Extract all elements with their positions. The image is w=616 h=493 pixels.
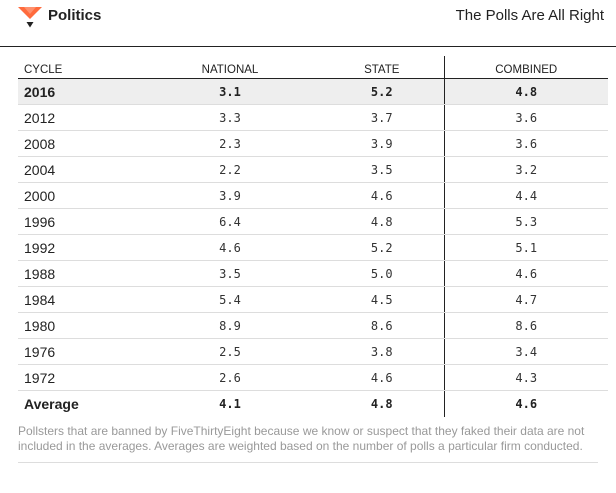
table-body: 2016 3.1 5.2 4.8 2012 3.3 3.7 3.6 2008 2.3 3.9 3.6 2… [18, 78, 608, 417]
cell-state: 4.6 [320, 182, 444, 209]
cell-state: 4.6 [320, 364, 444, 391]
cell-combined: 4.6 [443, 260, 608, 287]
section-label[interactable]: Politics [48, 7, 102, 24]
cell-cycle: 1980 [18, 312, 140, 339]
cell-national: 6.4 [140, 208, 320, 235]
cell-combined: 5.3 [443, 208, 608, 235]
cell-combined: 4.3 [443, 364, 608, 391]
cell-national: 3.9 [140, 182, 320, 209]
table-row: 2004 2.2 3.5 3.2 [18, 156, 608, 183]
page-title: The Polls Are All Right [455, 7, 604, 24]
cell-cycle: 2016 [18, 78, 140, 105]
fivethirtyeight-fox-icon[interactable] [18, 7, 42, 29]
cell-state: 4.8 [370, 397, 393, 411]
cell-combined: 5.1 [443, 234, 608, 261]
cell-cycle: 1984 [18, 286, 140, 313]
cell-state: 3.7 [320, 104, 444, 131]
table-row: 2008 2.3 3.9 3.6 [18, 130, 608, 157]
cell-state: 3.5 [320, 156, 444, 183]
cell-national: 4.1 [219, 397, 241, 411]
table-row: 2016 3.1 5.2 4.8 [18, 78, 608, 105]
cell-cycle: 2012 [18, 104, 140, 131]
table-row: 1984 5.4 4.5 4.7 [18, 286, 608, 313]
cell-state: 5.2 [320, 78, 444, 105]
cell-cycle: Average [24, 396, 79, 412]
cell-cycle: 1976 [18, 338, 140, 365]
cell-national: 8.9 [140, 312, 320, 339]
cell-cycle: 1988 [18, 260, 140, 287]
column-header-cycle: CYCLE [18, 56, 140, 79]
cell-national: 4.6 [140, 234, 320, 261]
average-row: Average 4.1 4.8 4.6 [18, 390, 608, 417]
table-header-row: CYCLE NATIONAL STATE COMBINED [18, 56, 608, 79]
cell-combined: 3.6 [443, 130, 608, 157]
cell-cycle: 1996 [18, 208, 140, 235]
table-row: 1980 8.9 8.6 8.6 [18, 312, 608, 339]
cell-combined: 3.2 [443, 156, 608, 183]
cell-national: 3.5 [140, 260, 320, 287]
table-row: 1992 4.6 5.2 5.1 [18, 234, 608, 261]
cell-state: 3.9 [320, 130, 444, 157]
table-row: 2012 3.3 3.7 3.6 [18, 104, 608, 131]
cell-cycle: 2008 [18, 130, 140, 157]
cell-combined: 4.4 [443, 182, 608, 209]
cell-cycle: 1992 [18, 234, 140, 261]
cell-combined: 3.6 [443, 104, 608, 131]
cell-combined: 8.6 [443, 312, 608, 339]
table-row: 2000 3.9 4.6 4.4 [18, 182, 608, 209]
footnote: Pollsters that are banned by FiveThirtyE… [18, 424, 598, 463]
cell-combined: 3.4 [443, 338, 608, 365]
cell-state: 5.0 [320, 260, 444, 287]
table-row: 1976 2.5 3.8 3.4 [18, 338, 608, 365]
cell-national: 2.2 [140, 156, 320, 183]
cell-combined: 4.7 [443, 286, 608, 313]
table-row: 1988 3.5 5.0 4.6 [18, 260, 608, 287]
cell-national: 2.6 [140, 364, 320, 391]
cell-state: 8.6 [320, 312, 444, 339]
cell-state: 4.5 [320, 286, 444, 313]
cell-state: 4.8 [320, 208, 444, 235]
cell-national: 5.4 [140, 286, 320, 313]
cell-state: 5.2 [320, 234, 444, 261]
column-header-national: NATIONAL [140, 56, 320, 79]
cell-combined: 4.8 [443, 78, 608, 105]
column-header-state: STATE [320, 56, 444, 79]
cell-cycle: 1972 [18, 364, 140, 391]
cell-state: 3.8 [320, 338, 444, 365]
cell-cycle: 2004 [18, 156, 140, 183]
cell-national: 2.5 [140, 338, 320, 365]
table-row: 1996 6.4 4.8 5.3 [18, 208, 608, 235]
table-row: 1972 2.6 4.6 4.3 [18, 364, 608, 391]
cell-national: 3.1 [140, 78, 320, 105]
cell-combined: 4.6 [443, 390, 608, 417]
cell-national: 2.3 [140, 130, 320, 157]
column-header-combined: COMBINED [443, 56, 608, 79]
cell-cycle: 2000 [18, 182, 140, 209]
page-header: Politics The Polls Are All Right [0, 0, 616, 47]
cell-national: 3.3 [140, 104, 320, 131]
polling-error-table: CYCLE NATIONAL STATE COMBINED 2016 3.1 5.2… [18, 56, 608, 417]
